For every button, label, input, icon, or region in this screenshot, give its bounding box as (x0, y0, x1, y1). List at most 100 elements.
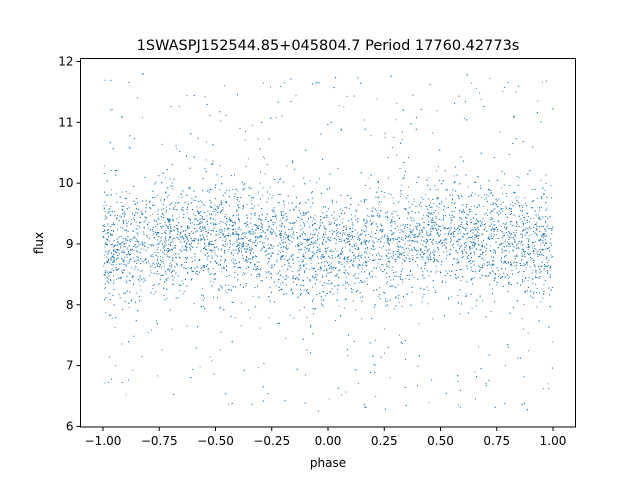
data-point (252, 295, 254, 297)
data-point (111, 257, 113, 259)
data-point (431, 227, 434, 229)
data-point (402, 259, 404, 261)
data-point (316, 249, 318, 252)
data-point (520, 243, 522, 245)
data-point (306, 237, 308, 239)
data-point (244, 130, 247, 132)
data-point (459, 406, 461, 408)
data-point (502, 208, 504, 210)
data-point (129, 280, 131, 282)
data-point (375, 276, 377, 278)
data-point (499, 131, 501, 133)
data-point (528, 235, 530, 237)
data-point (446, 255, 448, 257)
data-point (215, 214, 217, 216)
data-point (164, 177, 166, 179)
data-point (303, 177, 305, 179)
data-point (367, 233, 369, 236)
data-point (392, 197, 394, 199)
data-point (199, 228, 202, 230)
data-point (389, 377, 391, 379)
data-point (412, 257, 414, 259)
data-point (127, 252, 129, 254)
data-point (341, 394, 343, 396)
data-point (459, 313, 461, 315)
data-point (104, 269, 106, 271)
data-point (423, 249, 425, 252)
data-point (285, 337, 287, 339)
data-point (310, 259, 312, 261)
data-point (177, 237, 179, 239)
data-point (490, 310, 492, 313)
data-point (367, 177, 369, 179)
data-point (104, 287, 107, 289)
data-point (437, 166, 440, 168)
data-point (533, 264, 535, 266)
data-point (458, 230, 460, 232)
data-point (446, 272, 449, 274)
data-point (535, 283, 537, 285)
data-point (501, 237, 503, 239)
data-point (143, 227, 145, 229)
data-point (326, 247, 328, 249)
data-point (151, 264, 153, 266)
data-point (267, 258, 269, 260)
data-point (116, 229, 119, 231)
data-point (500, 187, 502, 189)
data-point (542, 297, 544, 299)
data-point (394, 253, 397, 255)
data-point (451, 296, 453, 298)
data-point (148, 263, 150, 265)
data-point (166, 249, 168, 251)
data-point (401, 305, 403, 307)
data-point (453, 247, 455, 249)
data-point (292, 258, 294, 260)
data-point (228, 217, 231, 219)
data-point (506, 262, 508, 265)
data-point (116, 269, 118, 271)
data-point (127, 247, 129, 249)
data-point (482, 259, 485, 261)
data-point (420, 243, 422, 245)
data-point (490, 218, 492, 220)
data-point (492, 235, 494, 238)
data-point (154, 263, 156, 265)
data-point (161, 261, 163, 263)
data-point (514, 239, 516, 241)
data-point (202, 230, 204, 232)
data-point (104, 312, 106, 314)
data-point (510, 237, 512, 239)
data-point (241, 234, 243, 236)
data-point (164, 222, 166, 224)
data-point (305, 214, 307, 216)
data-point (522, 254, 524, 256)
data-point (232, 189, 234, 191)
data-point (333, 250, 335, 252)
data-point (240, 324, 242, 326)
data-point (358, 252, 360, 254)
data-point (372, 216, 374, 218)
data-point (411, 255, 413, 257)
data-point (482, 253, 484, 255)
data-point (358, 258, 360, 260)
data-point (315, 228, 317, 230)
data-point (143, 281, 145, 283)
data-point (133, 268, 135, 270)
data-point (514, 241, 517, 243)
data-point (338, 305, 340, 307)
data-point (131, 239, 133, 241)
data-point (327, 238, 329, 240)
data-point (282, 251, 284, 253)
data-point (470, 205, 472, 207)
data-point (414, 237, 416, 239)
data-point (131, 267, 133, 269)
data-point (469, 240, 472, 242)
data-point (353, 258, 355, 260)
data-point (384, 136, 386, 138)
data-point (298, 207, 300, 209)
data-point (151, 329, 153, 331)
data-point (354, 248, 356, 250)
data-point (370, 231, 373, 233)
data-point (497, 269, 499, 272)
data-point (525, 227, 527, 229)
